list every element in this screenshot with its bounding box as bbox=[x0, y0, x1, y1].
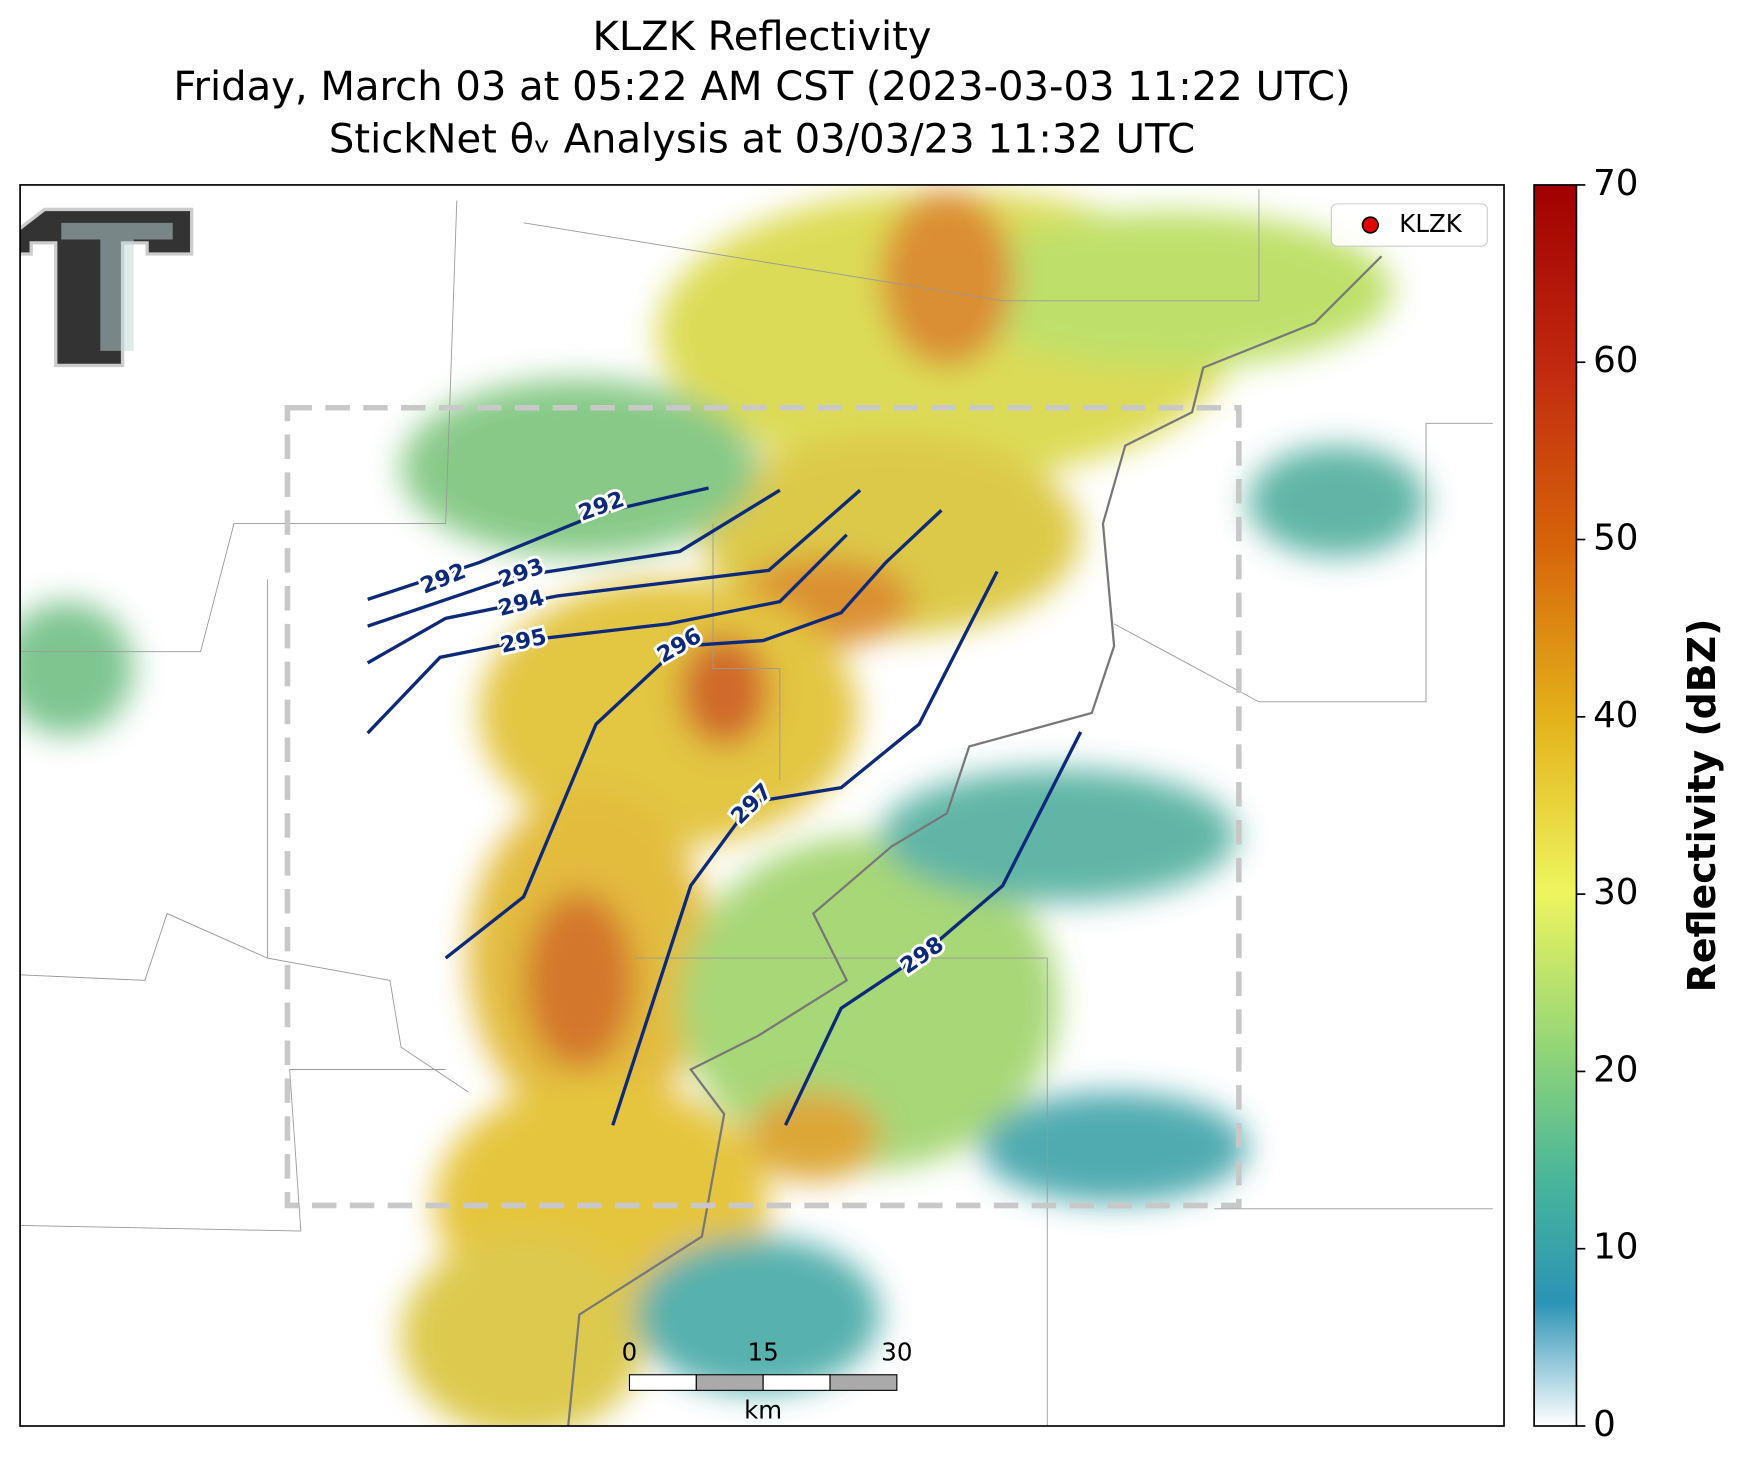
colorbar-label: Reflectivity (dBZ) bbox=[1680, 619, 1724, 993]
colorbar-axis: 0 10 20 30 40 50 60 70 bbox=[1576, 163, 1639, 1445]
scale-unit: km bbox=[744, 1396, 782, 1425]
contour-line bbox=[611, 570, 999, 1126]
scale-segment bbox=[829, 1374, 898, 1391]
colorbar-tick-label: 40 bbox=[1593, 695, 1638, 736]
scale-bar: 0 15 30 km bbox=[622, 1338, 913, 1425]
reflectivity-field bbox=[20, 189, 1427, 1427]
state-border bbox=[567, 255, 1383, 1427]
colorbar-tick-label: 70 bbox=[1593, 163, 1638, 204]
subtitle: StickNet θᵥ Analysis at 03/03/23 11:32 U… bbox=[329, 116, 1195, 162]
subtitle: Friday, March 03 at 05:22 AM CST (2023-0… bbox=[173, 64, 1350, 110]
scale-tick-label: 0 bbox=[622, 1338, 638, 1367]
colorbar bbox=[1533, 184, 1578, 1427]
contour-line bbox=[366, 488, 862, 665]
legend-label: KLZK bbox=[1399, 209, 1462, 238]
contour-line bbox=[367, 486, 709, 601]
county-borders bbox=[20, 189, 1493, 1427]
scale-tick-label: 15 bbox=[748, 1338, 779, 1367]
logo bbox=[20, 207, 194, 368]
title-block: KLZK Reflectivity Friday, March 03 at 05… bbox=[173, 14, 1350, 162]
contour-line bbox=[444, 509, 943, 960]
colorbar-tick-label: 60 bbox=[1593, 340, 1638, 381]
contour-line bbox=[366, 533, 848, 735]
colorbar-tick-label: 0 bbox=[1593, 1404, 1616, 1445]
legend-marker bbox=[1361, 216, 1379, 234]
colorbar-tick-label: 10 bbox=[1593, 1227, 1638, 1268]
map-frame bbox=[19, 184, 1505, 1427]
scale-segment bbox=[762, 1374, 831, 1391]
colorbar-tick-label: 30 bbox=[1593, 872, 1638, 913]
scale-tick-label: 30 bbox=[881, 1338, 912, 1367]
scale-segment bbox=[628, 1374, 697, 1391]
colorbar-tick-label: 20 bbox=[1593, 1049, 1638, 1090]
colorbar-tick-label: 50 bbox=[1593, 518, 1638, 559]
title: KLZK Reflectivity bbox=[593, 14, 932, 60]
analysis-domain bbox=[284, 404, 1242, 1209]
contour-line bbox=[783, 731, 1083, 1126]
scale-segment bbox=[695, 1374, 764, 1391]
contour-line bbox=[367, 488, 781, 628]
legend: KLZK bbox=[1330, 203, 1488, 247]
